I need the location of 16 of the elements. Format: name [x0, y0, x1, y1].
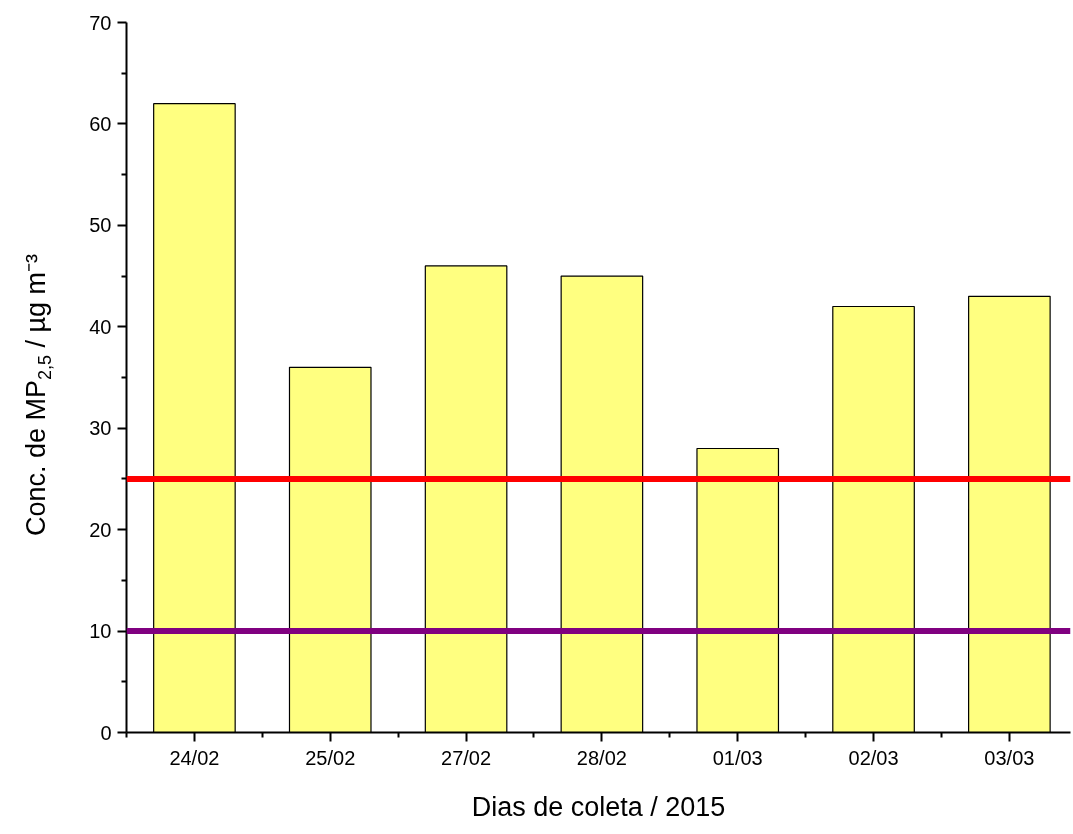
y-tick-label: 70 — [89, 11, 112, 34]
x-tick-label: 01/03 — [712, 746, 763, 769]
x-tick-label: 02/03 — [848, 746, 899, 769]
y-tick-label: 20 — [89, 518, 112, 541]
x-tick-label: 03/03 — [984, 746, 1035, 769]
y-tick-label: 10 — [89, 620, 112, 643]
y-tick-label: 40 — [89, 315, 112, 338]
x-axis-title: Dias de coleta / 2015 — [471, 791, 726, 822]
y-tick-label: 60 — [89, 112, 112, 135]
y-tick-label: 0 — [100, 721, 112, 744]
x-tick-label: 25/02 — [305, 746, 356, 769]
x-tick-label: 24/02 — [169, 746, 220, 769]
y-tick-label: 30 — [89, 417, 112, 440]
y-tick-label: 50 — [89, 214, 112, 237]
x-tick-label: 27/02 — [441, 746, 492, 769]
x-tick-label: 28/02 — [576, 746, 627, 769]
